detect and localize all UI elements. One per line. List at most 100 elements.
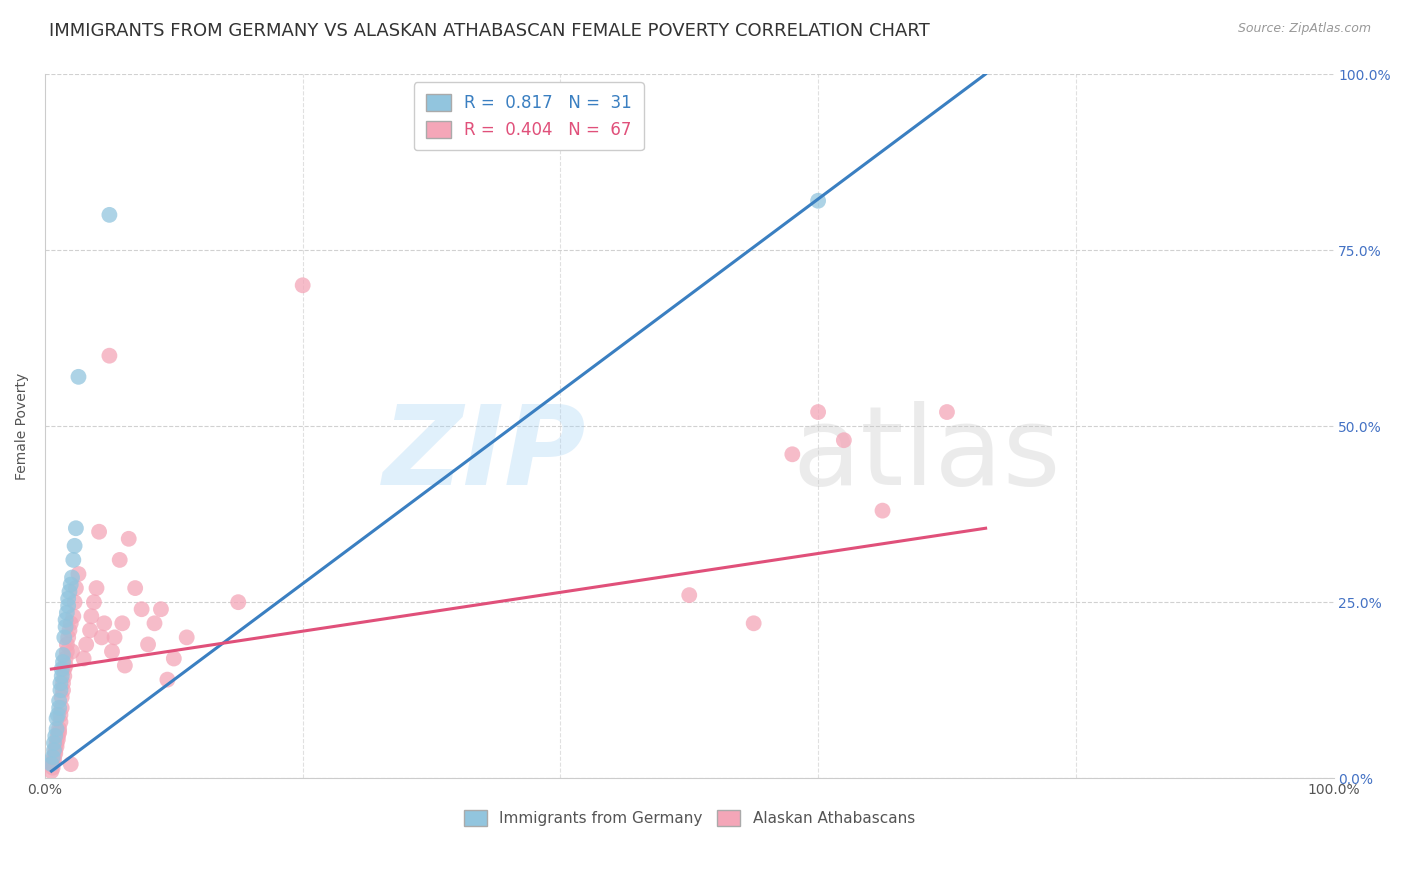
Point [51,669,73,683]
Point [79,624,101,638]
Text: Source: ZipAtlas.com: Source: ZipAtlas.com [1237,22,1371,36]
Point [98,208,121,222]
Point [62,553,84,567]
Point [62,609,84,624]
Point [114,658,136,673]
Point [49,683,72,698]
Point [136,637,159,651]
Point [55,651,77,665]
Point [83,595,105,609]
Point [48,694,70,708]
Point [56,644,79,658]
Point [56,637,79,651]
Point [56,631,79,645]
Point [52,676,75,690]
Point [156,673,179,687]
Point [45,711,67,725]
Point [124,581,146,595]
Point [41,750,63,764]
Point [51,701,73,715]
Point [49,714,72,729]
Text: atlas: atlas [793,401,1060,508]
Point [49,676,72,690]
Y-axis label: Female Poverty: Female Poverty [15,373,30,480]
Point [59,616,82,631]
Point [143,616,166,631]
Point [48,722,70,736]
Point [176,631,198,645]
Point [742,616,765,631]
Point [45,722,67,736]
Point [58,624,80,638]
Point [41,761,63,775]
Point [832,434,855,448]
Point [86,581,108,595]
Point [52,655,75,669]
Point [53,669,76,683]
Point [46,729,69,743]
Point [44,743,66,757]
Point [48,701,70,715]
Point [63,595,86,609]
Point [782,447,804,461]
Legend: Immigrants from Germany, Alaskan Athabascans: Immigrants from Germany, Alaskan Athabas… [456,803,922,834]
Point [55,620,77,634]
Point [55,613,77,627]
Point [41,764,63,779]
Point [72,651,94,665]
Point [59,577,82,591]
Point [42,750,65,764]
Point [807,405,830,419]
Point [807,194,830,208]
Point [53,662,76,676]
Point [44,747,66,761]
Point [55,658,77,673]
Point [44,729,66,743]
Point [87,524,110,539]
Point [52,648,75,662]
Point [58,584,80,599]
Point [90,631,112,645]
Point [118,532,141,546]
Point [48,725,70,739]
Point [41,757,63,772]
Point [678,588,700,602]
Point [872,503,894,517]
Point [59,757,82,772]
Point [56,591,79,606]
Point [51,662,73,676]
Point [60,570,83,584]
Point [93,616,115,631]
Point [65,521,87,535]
Point [108,553,131,567]
Point [67,567,90,582]
Point [49,707,72,722]
Point [56,606,79,620]
Point [41,757,63,772]
Point [111,616,134,631]
Point [67,369,90,384]
Point [42,743,65,757]
Point [149,602,172,616]
Point [936,405,959,419]
Point [103,631,125,645]
Point [42,754,65,768]
Point [63,539,86,553]
Point [53,631,76,645]
Point [291,278,314,293]
Point [226,595,249,609]
Point [46,732,69,747]
Point [101,644,124,658]
Point [52,683,75,698]
Point [75,637,97,651]
Point [131,602,153,616]
Point [56,599,79,613]
Point [98,349,121,363]
Point [46,707,69,722]
Point [60,644,83,658]
Point [80,609,103,624]
Point [65,581,87,595]
Point [42,736,65,750]
Point [51,690,73,705]
Text: ZIP: ZIP [382,401,586,508]
